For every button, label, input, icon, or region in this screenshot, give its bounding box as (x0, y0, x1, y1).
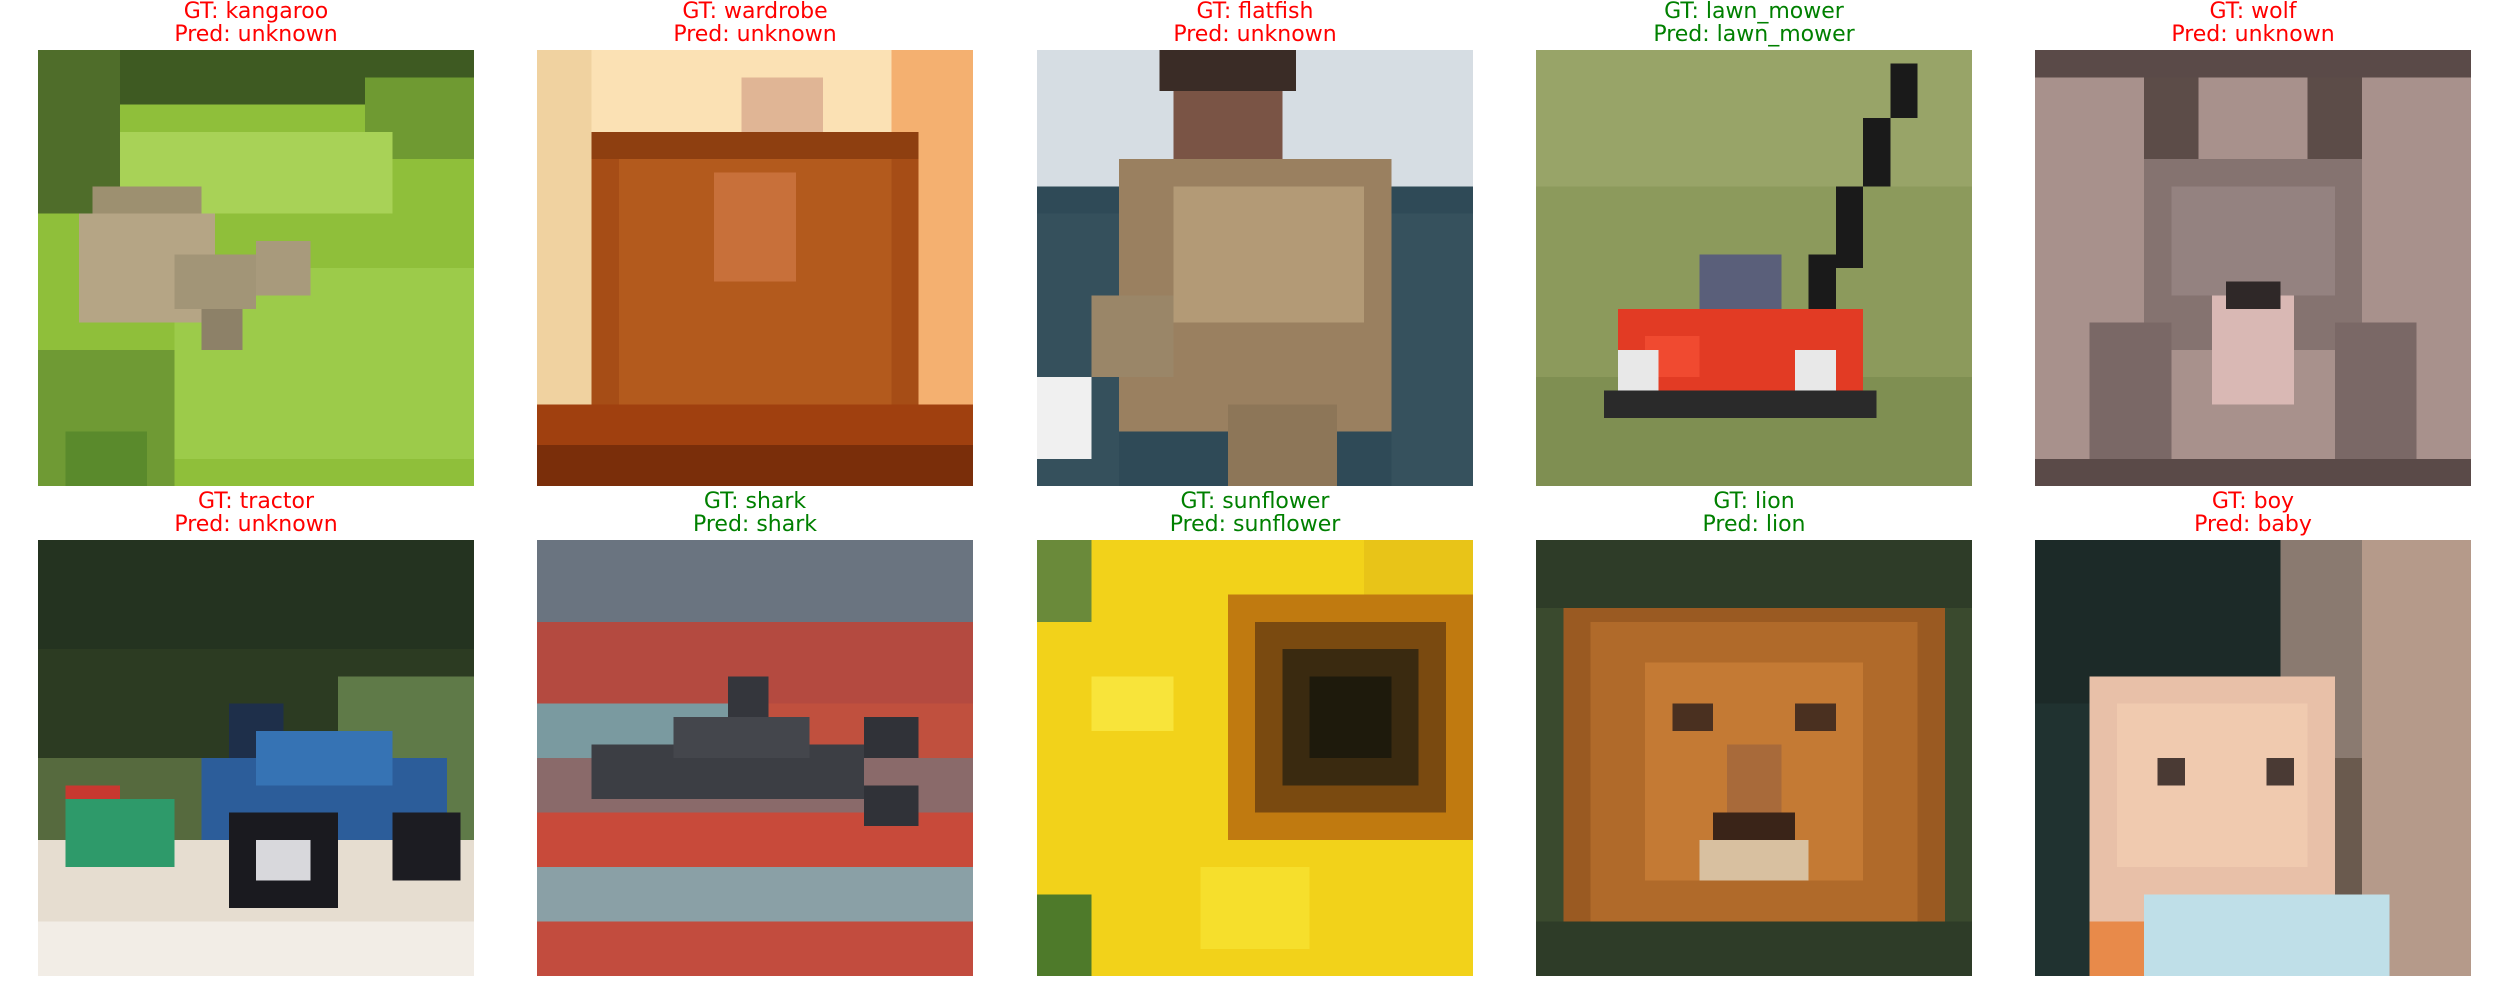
gt-label: GT: lawn_mower (1664, 0, 1844, 24)
gt-label: GT: boy (2211, 489, 2295, 514)
gt-label: GT: wolf (2209, 0, 2297, 24)
gt-label: GT: kangaroo (183, 0, 329, 24)
flatfish-image (1037, 50, 1473, 486)
tractor-image (38, 540, 474, 976)
pred-label: Pred: unknown (673, 22, 837, 47)
gt-label: GT: lion (1713, 489, 1795, 514)
pred-label: Pred: sunflower (1169, 512, 1341, 537)
kangaroo-image (38, 50, 474, 486)
wolf-image (2035, 50, 2471, 486)
pred-label: Pred: unknown (2171, 22, 2335, 47)
pred-label: Pred: lion (1702, 512, 1806, 537)
gt-label: GT: wardrobe (682, 0, 828, 24)
pred-label: Pred: baby (2194, 512, 2312, 537)
pred-label: Pred: shark (692, 512, 818, 537)
wardrobe-image (537, 50, 973, 486)
shark-image (537, 540, 973, 976)
gt-label: GT: tractor (197, 489, 315, 514)
pred-label: Pred: lawn_mower (1653, 22, 1855, 47)
gt-label: GT: sunflower (1180, 489, 1330, 514)
pred-label: Pred: unknown (174, 512, 338, 537)
boy-image (2035, 540, 2471, 976)
gt-label: GT: shark (703, 489, 807, 514)
gt-label: GT: flatfish (1196, 0, 1314, 24)
sunflower-image (1037, 540, 1473, 976)
pred-label: Pred: unknown (174, 22, 338, 47)
lawn-mower-image (1536, 50, 1972, 486)
lion-image (1536, 540, 1972, 976)
pred-label: Pred: unknown (1173, 22, 1337, 47)
